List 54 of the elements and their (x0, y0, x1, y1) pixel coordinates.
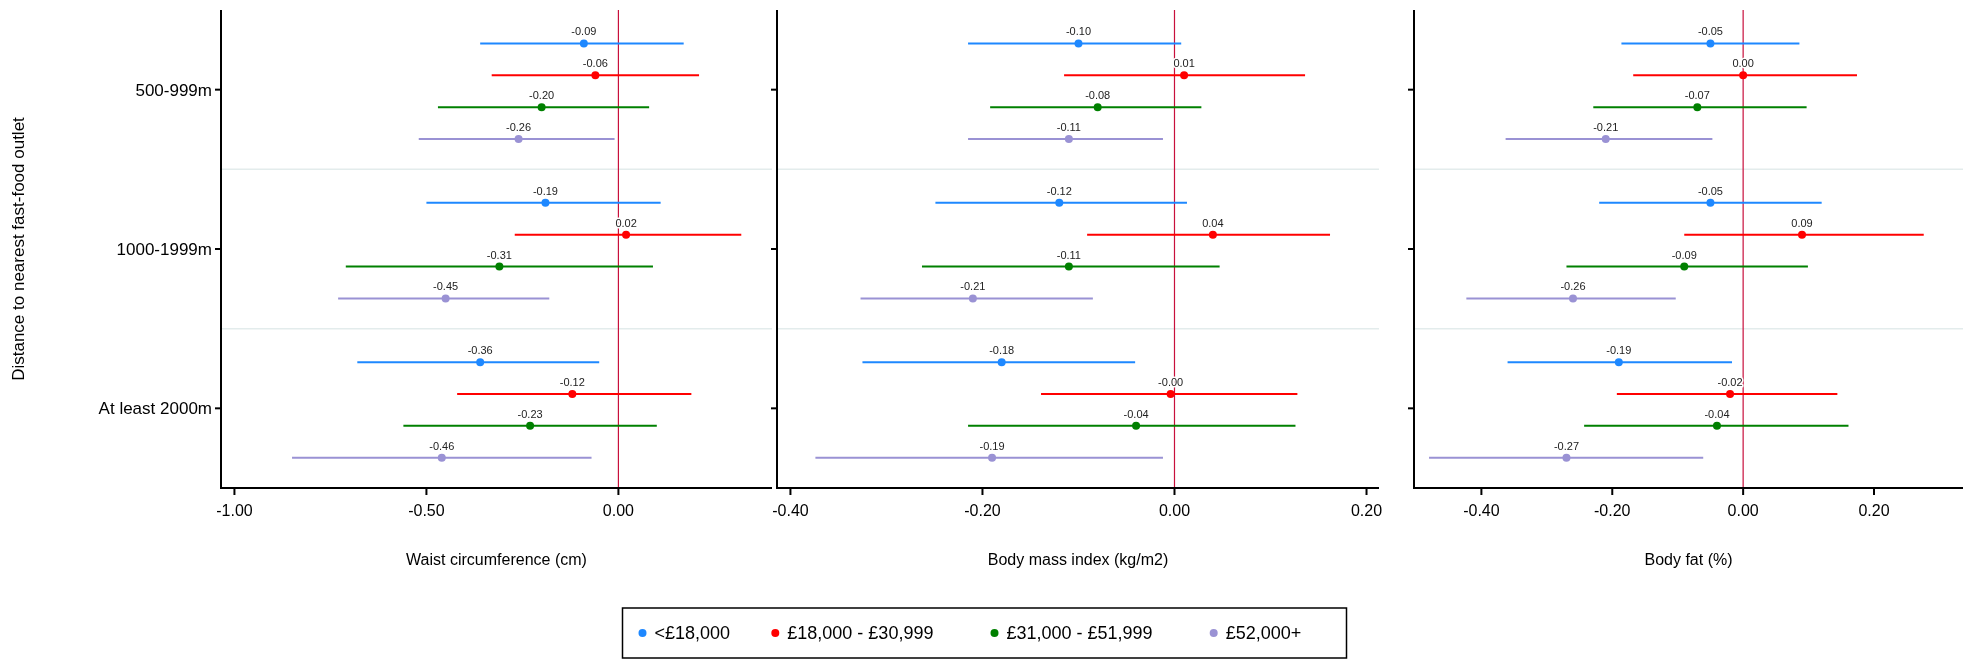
data-label: -0.12 (1046, 184, 1072, 197)
x-tick-label: -0.40 (772, 502, 809, 519)
data-label: -0.36 (467, 344, 493, 357)
data-label: -0.19 (1606, 344, 1632, 357)
legend-label: £31,000 - £51,999 (1006, 623, 1153, 644)
data-label: -0.04 (1123, 407, 1149, 420)
x-axis-title: Body fat (%) (1644, 551, 1733, 568)
x-tick-label: -0.20 (964, 502, 1001, 519)
x-tick-label: -1.00 (216, 502, 253, 519)
data-label: -0.05 (1697, 25, 1723, 38)
data-label: -0.09 (571, 25, 597, 38)
data-label: 0.09 (1791, 216, 1813, 229)
data-label: -0.06 (582, 57, 608, 70)
x-axis-title: Waist circumference (cm) (406, 551, 587, 568)
y-tick-label: 500-999m (135, 80, 212, 100)
y-axis-title: Distance to nearest fast-food outlet (9, 116, 28, 381)
x-tick-label: 0.20 (1858, 502, 1890, 519)
data-label: -0.11 (1056, 121, 1082, 134)
data-label: -0.21 (960, 280, 986, 293)
data-label: -0.27 (1553, 439, 1579, 452)
x-axis-title: Body mass index (kg/m2) (987, 551, 1169, 568)
data-label: -0.07 (1684, 89, 1710, 102)
data-label: -0.46 (429, 439, 455, 452)
data-label: -0.19 (979, 439, 1005, 452)
data-label: 0.04 (1202, 216, 1224, 229)
data-label: -0.31 (486, 248, 512, 261)
x-tick-label: -0.40 (1463, 502, 1500, 519)
legend-label: £52,000+ (1225, 623, 1302, 644)
data-label: -0.19 (532, 184, 558, 197)
data-label: -0.45 (433, 280, 459, 293)
y-tick-label: At least 2000m (98, 399, 212, 419)
data-label: -0.20 (529, 89, 555, 102)
data-label: -0.11 (1056, 248, 1082, 261)
data-label: -0.04 (1704, 407, 1730, 420)
legend-label: <£18,000 (654, 623, 731, 644)
data-label: -0.18 (989, 344, 1015, 357)
x-tick-label: -0.50 (408, 502, 445, 519)
data-label: -0.21 (1593, 121, 1619, 134)
data-label: -0.08 (1085, 89, 1111, 102)
x-tick-label: 0.00 (1158, 502, 1191, 519)
legend-label: £18,000 - £30,999 (787, 623, 934, 644)
data-label: -0.02 (1717, 375, 1743, 388)
data-label: -0.10 (1065, 25, 1092, 38)
data-label: -0.23 (517, 407, 543, 420)
x-tick-label: 0.00 (602, 502, 635, 519)
y-tick-label: 1000-1999m (116, 239, 212, 259)
data-label: -0.12 (559, 375, 585, 388)
data-label: -0.26 (506, 121, 532, 134)
data-label: -0.09 (1671, 248, 1697, 261)
data-label: -0.05 (1697, 184, 1723, 197)
x-tick-label: -0.20 (1594, 502, 1631, 519)
data-label: -0.26 (1560, 280, 1586, 293)
x-tick-label: 0.20 (1350, 502, 1383, 519)
x-tick-label: 0.00 (1727, 502, 1759, 519)
